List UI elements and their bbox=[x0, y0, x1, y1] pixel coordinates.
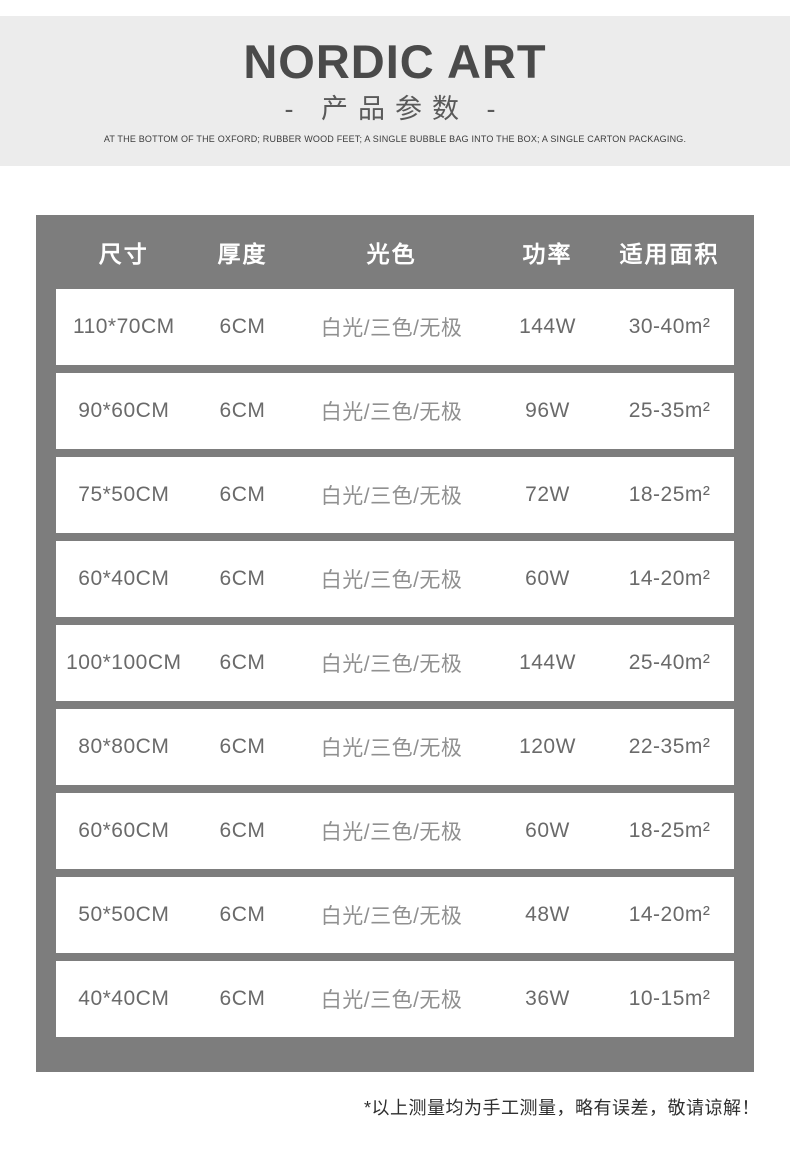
row-1-cell-3: 96W bbox=[525, 399, 570, 422]
row-6-cell-4: 18-25m² bbox=[628, 819, 711, 842]
row-5-cell-0: 80*80CM bbox=[78, 735, 170, 758]
row-3-cell-4: 14-20m² bbox=[628, 567, 711, 590]
table-row: 75*50CM 6CM 白光/三色/无极 72W 18-25m² bbox=[56, 457, 734, 533]
table-row: 100*100CM 6CM 白光/三色/无极 144W 25-40m² bbox=[56, 625, 734, 701]
header-cell-3: 功率 bbox=[522, 241, 573, 267]
brand-title: NORDIC ART bbox=[243, 35, 547, 88]
row-2-cell-0: 75*50CM bbox=[78, 483, 170, 506]
row-2-cell-3: 72W bbox=[525, 483, 570, 506]
row-7-cell-1: 6CM bbox=[219, 903, 266, 926]
spec-table-header: 尺寸 厚度 光色 功率 适用面积 bbox=[56, 215, 734, 289]
row-1-cell-2: 白光/三色/无极 bbox=[320, 401, 463, 424]
row-4-cell-2: 白光/三色/无极 bbox=[320, 653, 463, 676]
banner-caption: AT THE BOTTOM OF THE OXFORD; RUBBER WOOD… bbox=[103, 134, 687, 144]
row-6-cell-0: 60*60CM bbox=[78, 819, 170, 842]
row-7-cell-0: 50*50CM bbox=[78, 903, 170, 926]
row-3-cell-1: 6CM bbox=[219, 567, 266, 590]
row-4-cell-3: 144W bbox=[519, 651, 576, 674]
row-3-cell-0: 60*40CM bbox=[78, 567, 170, 590]
row-2-cell-2: 白光/三色/无极 bbox=[320, 485, 463, 508]
row-5-cell-4: 22-35m² bbox=[628, 735, 711, 758]
footer-note: *以上测量均为手工测量，略有误差，敬请谅解！ bbox=[363, 1098, 760, 1118]
row-7-cell-2: 白光/三色/无极 bbox=[320, 905, 463, 928]
table-row: 80*80CM 6CM 白光/三色/无极 120W 22-35m² bbox=[56, 709, 734, 785]
header-cell-1: 厚度 bbox=[217, 241, 268, 267]
row-0-cell-2: 白光/三色/无极 bbox=[320, 317, 463, 340]
row-8-cell-4: 10-15m² bbox=[628, 987, 711, 1010]
top-banner: NORDIC ART - 产品参数 - AT THE BOTTOM OF THE… bbox=[0, 16, 790, 166]
table-row: 60*60CM 6CM 白光/三色/无极 60W 18-25m² bbox=[56, 793, 734, 869]
row-4-cell-1: 6CM bbox=[219, 651, 266, 674]
table-row: 50*50CM 6CM 白光/三色/无极 48W 14-20m² bbox=[56, 877, 734, 953]
table-row: 60*40CM 6CM 白光/三色/无极 60W 14-20m² bbox=[56, 541, 734, 617]
banner-subtitle: - 产品参数 - bbox=[284, 94, 506, 124]
row-0-cell-0: 110*70CM bbox=[72, 315, 175, 338]
row-1-cell-1: 6CM bbox=[219, 399, 266, 422]
row-5-cell-3: 120W bbox=[519, 735, 576, 758]
row-7-cell-3: 48W bbox=[525, 903, 570, 926]
row-6-cell-2: 白光/三色/无极 bbox=[320, 821, 463, 844]
row-4-cell-0: 100*100CM bbox=[66, 651, 182, 674]
header-cell-2: 光色 bbox=[366, 241, 417, 267]
row-6-cell-1: 6CM bbox=[219, 819, 266, 842]
row-3-cell-2: 白光/三色/无极 bbox=[320, 569, 463, 592]
row-8-cell-3: 36W bbox=[525, 987, 570, 1010]
row-0-cell-4: 30-40m² bbox=[628, 315, 711, 338]
row-3-cell-3: 60W bbox=[525, 567, 570, 590]
row-1-cell-0: 90*60CM bbox=[78, 399, 170, 422]
row-1-cell-4: 25-35m² bbox=[628, 399, 711, 422]
header-cell-4: 适用面积 bbox=[619, 241, 720, 267]
row-8-cell-0: 40*40CM bbox=[78, 987, 170, 1010]
spec-table: 尺寸 厚度 光色 功率 适用面积 110*70CM 6CM 白光/三色/无极 144W 30-4… bbox=[36, 215, 754, 1072]
header-cell-0: 尺寸 bbox=[98, 241, 149, 267]
row-2-cell-4: 18-25m² bbox=[628, 483, 711, 506]
row-5-cell-2: 白光/三色/无极 bbox=[320, 737, 463, 760]
table-row: 90*60CM 6CM 白光/三色/无极 96W 25-35m² bbox=[56, 373, 734, 449]
row-4-cell-4: 25-40m² bbox=[628, 651, 711, 674]
row-8-cell-2: 白光/三色/无极 bbox=[320, 989, 463, 1012]
row-5-cell-1: 6CM bbox=[219, 735, 266, 758]
row-0-cell-3: 144W bbox=[519, 315, 576, 338]
table-row: 110*70CM 6CM 白光/三色/无极 144W 30-40m² bbox=[56, 289, 734, 365]
row-0-cell-1: 6CM bbox=[219, 315, 266, 338]
row-6-cell-3: 60W bbox=[525, 819, 570, 842]
row-8-cell-1: 6CM bbox=[219, 987, 266, 1010]
table-row: 40*40CM 6CM 白光/三色/无极 36W 10-15m² bbox=[56, 961, 734, 1037]
row-2-cell-1: 6CM bbox=[219, 483, 266, 506]
row-7-cell-4: 14-20m² bbox=[628, 903, 711, 926]
